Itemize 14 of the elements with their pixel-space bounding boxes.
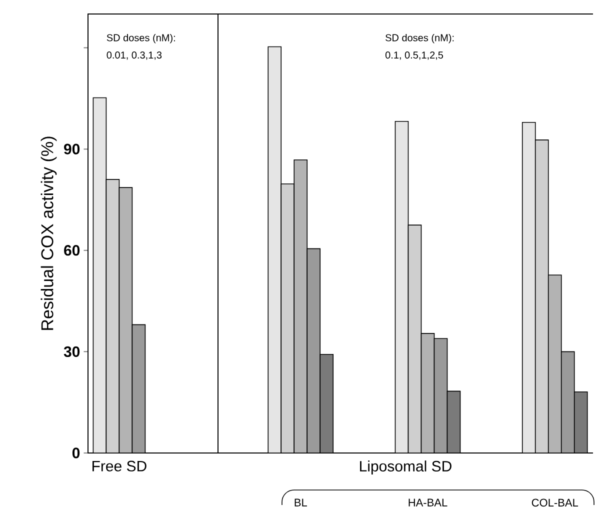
x-axis-title: Liposomal SD (360, 460, 452, 474)
annotation: 0.01, 0.3,1,3 (106, 52, 162, 60)
annotation: 0.1, 0.5,1,2,5 (385, 52, 444, 60)
x-tick-label: BL (294, 498, 307, 506)
annotation: SD doses (nM): (106, 34, 175, 44)
x-tick-label: Free SD (92, 460, 146, 472)
annotation: SD doses (nM): (386, 34, 454, 44)
y-axis-title: Residual COX activity (%) (40, 136, 57, 330)
y-tick-label: 60 (64, 245, 80, 256)
y-tick-label: 90 (64, 144, 80, 154)
x-tick-label: HA-BAL (408, 498, 448, 506)
y-tick-label: 30 (64, 346, 80, 358)
x-tick-label: COL-BAL (532, 498, 578, 507)
y-tick-label: 0 (72, 448, 80, 458)
